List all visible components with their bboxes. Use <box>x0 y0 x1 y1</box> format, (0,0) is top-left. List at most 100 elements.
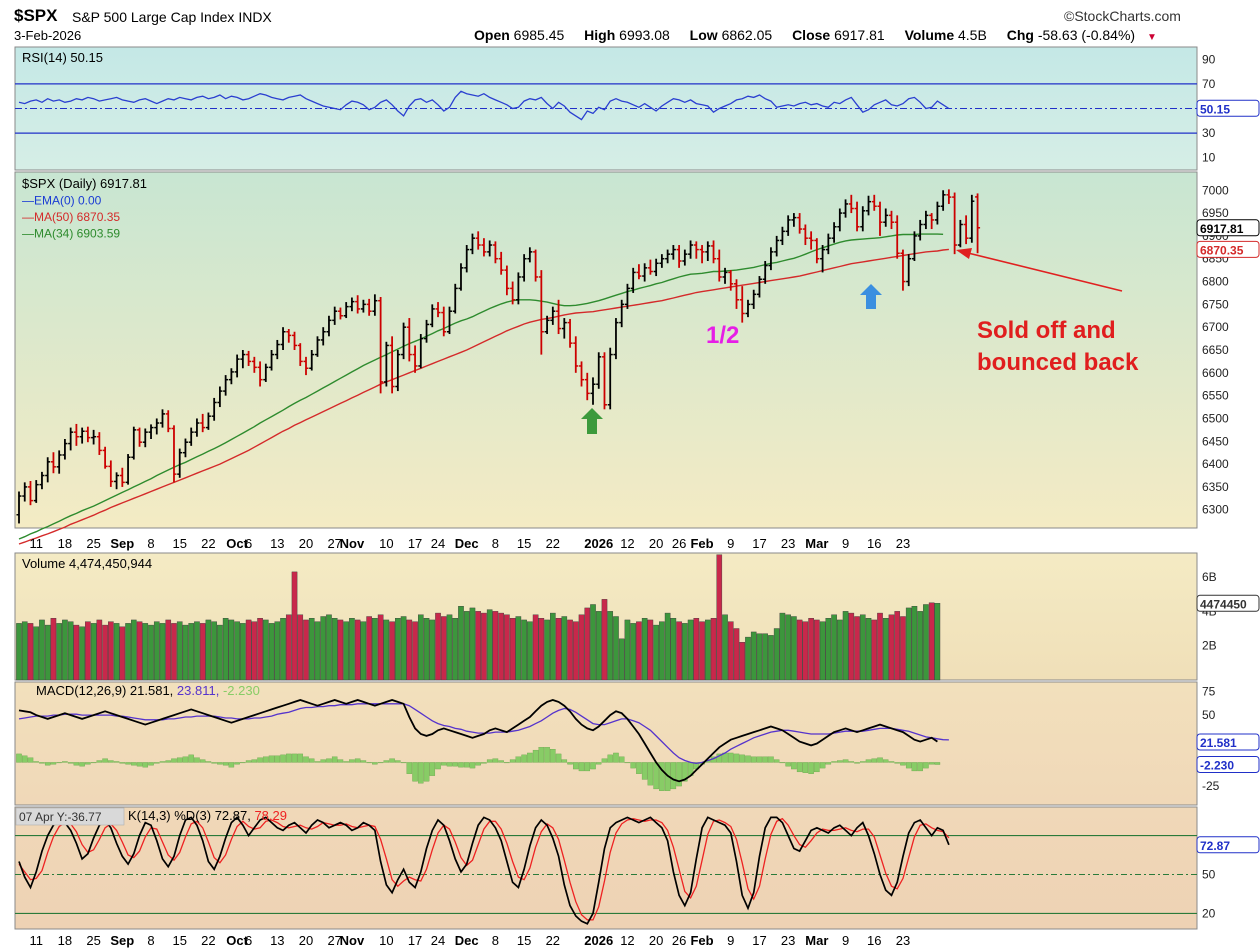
macd-hist-bar <box>659 762 665 791</box>
macd-hist-bar <box>211 762 217 764</box>
price-panel: 6300 6350 6400 6450 6500 6550 6600 6650 6700 6750… <box>14 171 1260 545</box>
stoch-last-value: 72.87 <box>1200 839 1230 853</box>
price-last-box <box>1196 219 1260 237</box>
volume-bar <box>222 618 229 681</box>
price-ytick-label: 6500 <box>1202 412 1229 426</box>
macd-hist-bar <box>274 755 281 763</box>
macd-hist-bar <box>263 756 269 763</box>
volume-bar <box>664 612 671 681</box>
ticker-symbol: $SPX <box>14 6 58 25</box>
stochastic-panel: 20 50 72.87 07 Apr Y:-36.77 K(14,3) %D(3) 72… <box>14 806 1260 930</box>
macd-hist-bar <box>475 762 481 766</box>
macd-hist-bar <box>108 760 114 763</box>
volume-bar <box>894 611 901 681</box>
macd-hist-bar <box>647 762 654 786</box>
macd-hist-bar <box>837 760 843 763</box>
volume-bar <box>613 616 619 681</box>
macd-hist-bar <box>360 760 367 763</box>
volume-bar <box>509 618 516 681</box>
volume-bar <box>67 621 74 681</box>
volume-bar <box>171 623 177 681</box>
price-legend-item: —MA(50) 6870.35 <box>22 210 120 224</box>
volume-bar <box>785 614 791 681</box>
volume-bar <box>693 618 700 681</box>
macd-hist-bar <box>96 760 103 763</box>
volume-bar <box>228 619 235 681</box>
macd-hist-bar <box>188 754 194 763</box>
volume-bar <box>446 614 453 681</box>
macd-hist-bar <box>372 762 378 765</box>
volume-bar <box>217 624 223 681</box>
macd-hist-bar <box>670 762 677 790</box>
volume-bar <box>21 621 28 681</box>
macd-hist-bar <box>125 762 131 765</box>
macd-hist-bar <box>62 761 68 763</box>
macd-hist-bar <box>808 762 814 774</box>
macd-hist-bar <box>527 752 533 763</box>
volume-bar <box>607 611 614 681</box>
volume-bar <box>136 621 143 681</box>
x-tick-label: Mar <box>805 933 828 948</box>
macd-hist-bar <box>567 762 573 765</box>
macd-hist-bar <box>27 757 34 763</box>
volume-bar <box>796 619 803 681</box>
x-tick-label: 22 <box>201 933 215 948</box>
volume-bar <box>630 623 636 681</box>
volume-bar <box>240 623 246 681</box>
index-name: S&P 500 Large Cap Index INDX <box>72 9 272 25</box>
macd-ytick-label: 50 <box>1202 708 1216 722</box>
volume-bar <box>458 606 464 681</box>
macd-hist-bar <box>871 758 878 763</box>
rsi-last-value: 50.15 <box>1200 102 1230 116</box>
macd-hist-bar <box>607 754 613 763</box>
volume-bar <box>102 624 108 681</box>
volume-bar <box>791 616 797 681</box>
volume-bar <box>917 611 923 681</box>
stoch-ytick-label: 50 <box>1202 868 1216 882</box>
x-tick-label: 25 <box>86 536 100 551</box>
macd-hist-bar <box>39 762 45 764</box>
macd-legend-item: MACD(12,26,9) 21.581, <box>36 683 177 698</box>
macd-hist-bar <box>228 762 235 768</box>
macd-hist-bar <box>590 762 596 770</box>
x-tick-label: 23 <box>896 933 910 948</box>
sold-off-text-2: bounced back <box>977 349 1139 376</box>
volume-bar <box>762 633 768 681</box>
volume-bar <box>372 618 378 681</box>
macd-hist-bar <box>268 755 275 763</box>
volume-bar <box>555 618 562 681</box>
macd-hist-bar <box>745 755 751 763</box>
volume-last-value: 4474450 <box>1200 597 1247 611</box>
macd-hist-bar <box>498 760 504 763</box>
macd-hist-bar <box>67 762 74 764</box>
volume-bar <box>532 614 539 681</box>
volume-bar <box>148 624 154 681</box>
macd-hist-bar <box>538 747 545 763</box>
volume-bar <box>274 621 281 681</box>
sold-off-text-1: Sold off and <box>977 317 1116 344</box>
pointer-arrow-line <box>967 252 1123 292</box>
price-legend-item: $SPX (Daily) 6917.81 <box>22 176 147 191</box>
macd-hist-bar <box>286 753 292 763</box>
price-ytick-label: 7000 <box>1202 183 1229 197</box>
macd-hist-bar <box>613 752 619 763</box>
rsi-legend: RSI(14) 50.15 <box>22 50 103 65</box>
price-ytick-label: 6700 <box>1202 320 1229 334</box>
volume-bar <box>590 604 596 681</box>
volume-bar <box>395 618 401 681</box>
x-tick-label: 16 <box>867 933 881 948</box>
macd-hist-bar <box>814 762 820 773</box>
green-arrow-icon <box>581 408 603 434</box>
x-tick-label: 15 <box>517 933 531 948</box>
macd-hist-bar <box>796 762 803 773</box>
x-tick-label: 23 <box>781 933 795 948</box>
volume-bar <box>618 638 625 681</box>
x-tick-label: 6 <box>245 933 252 948</box>
volume-bar <box>412 621 418 681</box>
macd-legend: MACD(12,26,9) 21.581, 23.811, -2.230 <box>36 683 260 698</box>
macd-hist-bar <box>486 759 493 763</box>
x-tick-label: 27 <box>327 536 341 551</box>
macd-hist-bar <box>595 762 602 765</box>
